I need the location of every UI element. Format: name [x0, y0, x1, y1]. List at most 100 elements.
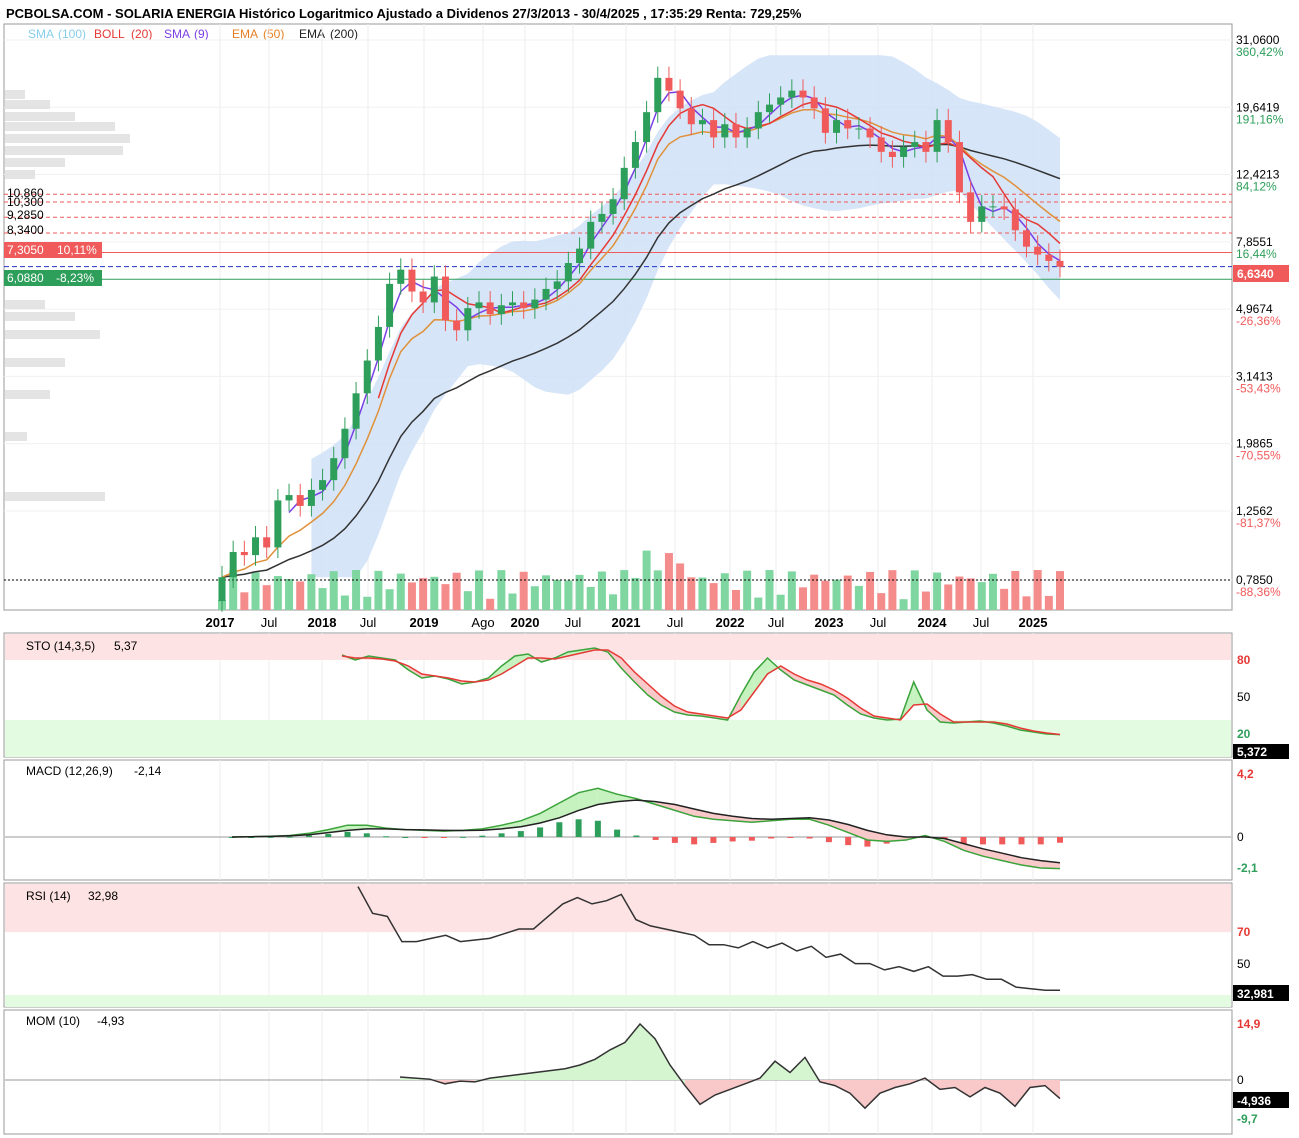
rsi-badge-value: 32,981 [1237, 987, 1274, 1001]
macd-hist-bar-19 [594, 820, 601, 837]
candle-body-6 [285, 495, 293, 501]
x-tick-label-11: Jul [768, 615, 785, 630]
volume-profile-bar-3 [5, 122, 115, 131]
sto-k-line [341, 647, 1061, 736]
volume-profile [5, 90, 130, 501]
macd-hist-bar-1 [248, 837, 255, 838]
candle-body-54 [821, 108, 829, 133]
volume-bar-6 [285, 579, 294, 610]
sto-title: STO (14,3,5) [26, 639, 95, 653]
macd-hist-bar-29 [787, 837, 794, 838]
mom-badge [1233, 1092, 1289, 1108]
volume-bar-38 [642, 550, 651, 610]
candle-body-51 [788, 90, 796, 98]
legend-boll: BOLL [94, 27, 125, 41]
candle-body-50 [777, 97, 785, 105]
volume-bar-48 [754, 597, 763, 610]
ema50-line [221, 108, 1061, 578]
candle-body-62 [911, 142, 919, 147]
mom-fill-40 [1000, 1080, 1015, 1107]
candle-body-28 [531, 299, 539, 309]
macd-last: -2,14 [134, 764, 162, 778]
volume-bar-63 [921, 591, 930, 610]
sto-fill-23 [647, 684, 662, 705]
price-tick-0: 31,0600 [1236, 33, 1280, 47]
x-tick-label-0: 2017 [206, 615, 235, 630]
price-tick-7: 1,2562 [1236, 504, 1273, 518]
rsi-line [357, 886, 1060, 992]
candle-body-2 [240, 551, 248, 556]
macd-hist-bar-13 [479, 835, 486, 837]
rsi-tick-50: 50 [1237, 957, 1251, 971]
volume-bar-64 [933, 572, 942, 610]
volume-profile-bar-12 [5, 390, 50, 399]
volume-bar-8 [307, 574, 316, 610]
macd-hist-bar-30 [806, 837, 813, 839]
level-label-2: 9,2850 [7, 208, 44, 222]
mom-tick-zero: 0 [1237, 1073, 1244, 1087]
volume-bar-33 [586, 586, 595, 610]
mom-fill-19 [685, 1080, 700, 1105]
price-tick-pct-3: 16,44% [1236, 247, 1277, 261]
mom-title: MOM (10) [26, 1014, 80, 1028]
volume-bar-70 [1000, 588, 1009, 610]
x-tick-label-9: Jul [667, 615, 684, 630]
mom-fill-11 [565, 1064, 580, 1080]
macd-hist-bar-32 [845, 837, 852, 846]
sto-badge [1233, 744, 1289, 759]
volume-bar-72 [1022, 596, 1031, 610]
candle-body-23 [475, 302, 483, 309]
macd-hist-bar-8 [383, 836, 390, 838]
legend-ema200-param: (200) [330, 27, 358, 41]
volume-bar-61 [899, 599, 908, 610]
price-tick-pct-1: 191,16% [1236, 112, 1284, 126]
rsi-overbought-zone [5, 884, 1231, 933]
price-tick-4: 4,9674 [1236, 302, 1273, 316]
volume-bar-25 [497, 570, 506, 610]
sto-fill-37 [833, 690, 848, 705]
candle-body-65 [944, 120, 952, 143]
mom-fill-33 [895, 1080, 910, 1088]
x-tick-label-4: 2019 [410, 615, 439, 630]
candle-body-57 [855, 128, 863, 130]
candle-body-11 [341, 428, 349, 459]
volume-bar-59 [877, 593, 886, 610]
sto-fill-21 [621, 658, 635, 682]
macd-hist-bar-12 [460, 836, 467, 838]
sto-fill-32 [767, 658, 781, 674]
mom-fill-16 [640, 1024, 655, 1080]
mom-fill-39 [985, 1080, 1000, 1094]
macd-hist-bar-7 [363, 833, 370, 837]
macd-hist-bar-27 [748, 837, 755, 841]
mom-fill-9 [535, 1070, 550, 1080]
volume-profile-bar-0 [5, 90, 25, 99]
volume-bar-12 [352, 570, 361, 610]
macd-hist-bar-3 [286, 836, 293, 838]
rsi-oversold-zone [5, 995, 1231, 1007]
candle-body-44 [710, 120, 718, 138]
candle-body-64 [933, 120, 941, 152]
candle-body-18 [419, 291, 427, 303]
volume-bar-5 [273, 576, 282, 610]
volume-bar-66 [955, 576, 964, 610]
macd-hist-bar-22 [652, 837, 659, 840]
volume-bar-47 [743, 570, 752, 610]
volume-bar-37 [631, 577, 640, 610]
candle-body-42 [687, 108, 695, 125]
macd-hist-bar-18 [575, 819, 582, 837]
volume-bar-51 [787, 571, 796, 610]
volume-profile-bar-9 [5, 312, 75, 321]
price-panel-frame [3, 23, 1233, 611]
macd-hist-bar-5 [325, 834, 332, 837]
mom-fill-26 [790, 1057, 805, 1080]
macd-tick-low: -2,1 [1237, 861, 1258, 875]
macd-hist-bar-40 [999, 837, 1006, 845]
volume-bar-2 [240, 592, 249, 610]
volume-bar-73 [1033, 570, 1042, 610]
candle-body-30 [553, 281, 561, 289]
volume-bars [218, 550, 1064, 610]
mom-fill-30 [850, 1080, 865, 1109]
mom-fill-41 [1015, 1080, 1030, 1107]
